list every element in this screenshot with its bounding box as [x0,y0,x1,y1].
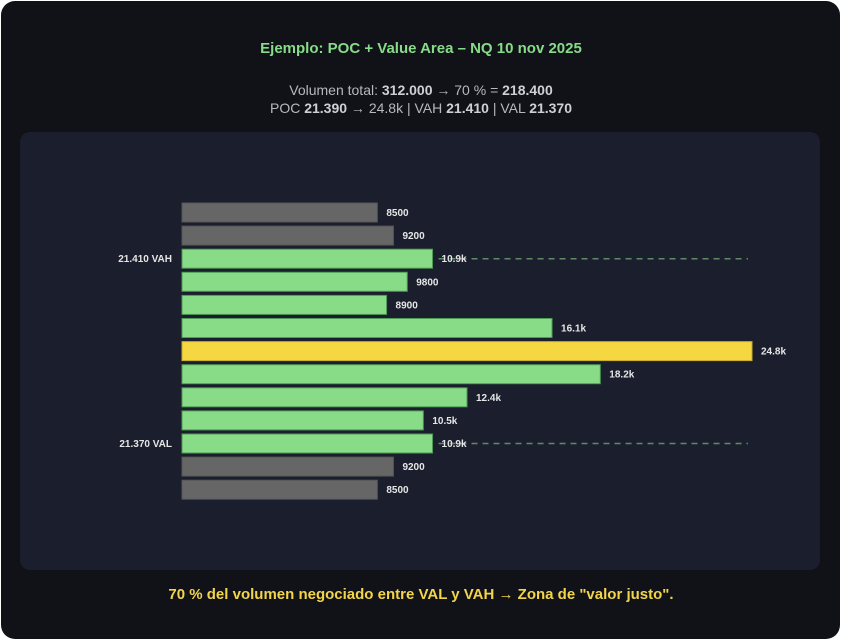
bar-poc [181,341,753,362]
val-label: | VAL [488,100,530,116]
summary-line-2: POC 21.390 → 24.8k | VAH 21.410 | VAL 21… [0,100,842,116]
chart-title: Ejemplo: POC + Value Area – NQ 10 nov 20… [260,40,582,57]
bar-value_area [181,433,434,454]
bar-value-label: 18.2k [609,370,634,381]
level-label: 21.370 VAL [119,439,172,450]
va-label: → 70 % = [432,82,503,98]
bar-value-label: 16.1k [561,324,586,335]
bar-value_area [181,294,388,315]
bar-value-label: 9200 [402,462,425,473]
bar-outside [181,456,394,477]
va-volume: 218.400 [502,82,553,98]
footer-note: 70 % del volumen negociado entre VAL y V… [168,586,674,603]
total-label: Volumen total: [289,82,382,98]
bar-value-label: 8900 [396,300,419,311]
bar-value-label: 9800 [416,277,439,288]
bar-value_area [181,410,424,431]
bar-value_area [181,387,468,408]
bar-outside [181,225,394,246]
vah-label: → 24.8k | VAH [347,100,447,116]
bar-value-label: 10.9k [442,439,467,450]
bar-value-label: 12.4k [476,393,501,404]
level-label: 21.410 VAH [118,254,172,265]
total-volume: 312.000 [381,82,433,98]
bar-value_area [181,271,408,292]
bar-outside [181,202,378,223]
summary-line-1: Volumen total: 312.000 → 70 % = 218.400 [0,82,842,98]
val-price: 21.370 [529,100,573,116]
bar-outside [181,479,378,500]
poc-price: 21.390 [304,100,348,116]
bar-value-label: 24.8k [761,347,786,358]
vah-price: 21.410 [446,100,489,116]
bar-value_area [181,248,434,269]
bar-value_area [181,318,553,338]
bar-value-label: 8500 [386,485,409,496]
bar-value-label: 10.5k [432,416,457,427]
poc-label: POC [269,100,305,116]
bar-value_area [181,364,601,385]
bar-value-label: 10.9k [442,254,467,265]
bar-value-label: 9200 [402,231,425,242]
bar-value-label: 8500 [386,208,409,219]
